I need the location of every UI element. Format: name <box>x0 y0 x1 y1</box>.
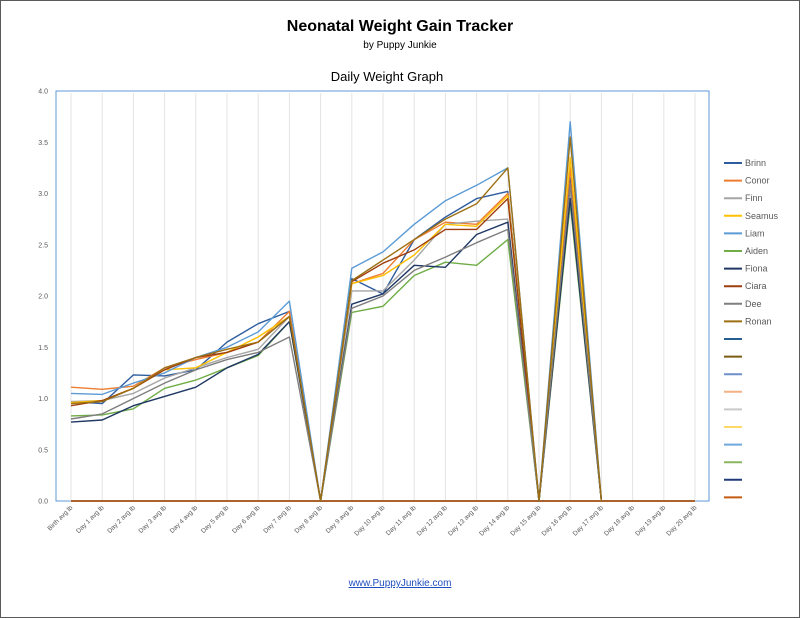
page-title: Neonatal Weight Gain Tracker <box>286 18 514 35</box>
gridlines <box>70 93 696 501</box>
x-tick-label: Day 10 avg lb <box>353 504 386 537</box>
x-tick-label: Day 15 avg lb <box>509 504 542 537</box>
series-line-dee <box>70 182 603 502</box>
x-tick-label: Day 16 avg lb <box>541 504 574 537</box>
legend-label: Aiden <box>745 246 768 256</box>
y-tick-label: 1.0 <box>38 396 48 403</box>
y-tick-label: 3.0 <box>38 191 48 198</box>
legend-label: Ciara <box>745 281 767 291</box>
legend-label: Seamus <box>745 211 779 221</box>
y-tick-label: 2.0 <box>38 294 48 301</box>
y-tick-label: 4.0 <box>38 89 48 96</box>
x-tick-label: Day 17 avg lb <box>572 504 605 537</box>
legend-label: Dee <box>745 299 762 309</box>
y-tick-label: 1.5 <box>38 345 48 352</box>
x-tick-label: Day 5 avg lb <box>200 504 231 535</box>
x-tick-label: Day 3 avg lb <box>138 504 169 535</box>
legend-label: Fiona <box>745 264 768 274</box>
x-tick-label: Day 7 avg lb <box>262 504 293 535</box>
chart-title: Daily Weight Graph <box>331 69 443 84</box>
legend-label: Finn <box>745 193 763 203</box>
x-tick-label: Day 11 avg lb <box>385 504 418 537</box>
x-tick-label: Birth avg lb <box>46 504 74 532</box>
weight-chart: Daily Weight Graph 0.0 0.5 1.0 1.5 2.0 2.5 3.0… <box>38 69 779 538</box>
x-tick-label: Day 1 avg lb <box>75 504 106 535</box>
series-lines <box>70 121 695 502</box>
x-tick-label: Day 19 avg lb <box>634 504 667 537</box>
x-tick-label: Day 12 avg lb <box>416 504 449 537</box>
x-tick-label: Day 20 avg lb <box>665 504 698 537</box>
y-tick-label: 3.5 <box>38 140 48 147</box>
x-tick-label: Day 8 avg lb <box>294 504 325 535</box>
legend-label: Conor <box>745 176 770 186</box>
series-line-ronan <box>70 136 603 502</box>
page-subtitle: by Puppy Junkie <box>363 40 437 51</box>
legend-label: Brinn <box>745 158 766 168</box>
legend-label: Ronan <box>745 316 772 326</box>
y-tick-label: 2.5 <box>38 242 48 249</box>
legend-label: Liam <box>745 228 765 238</box>
x-tick-label: Day 9 avg lb <box>325 504 356 535</box>
legend: Brinn Conor Finn Seamus Liam Aiden Fiona Ciara D… <box>724 158 779 499</box>
x-tick-label: Day 18 avg lb <box>603 504 636 537</box>
x-tick-label: Day 4 avg lb <box>169 504 200 535</box>
x-tick-label: Day 14 avg lb <box>478 504 511 537</box>
x-tick-label: Day 13 avg lb <box>447 504 480 537</box>
footer-website-link[interactable]: www.PuppyJunkie.com <box>348 578 452 589</box>
x-axis: Birth avg lb Day 1 avg lb Day 2 avg lb Day … <box>46 504 698 537</box>
y-tick-label: 0.0 <box>38 499 48 506</box>
y-axis: 0.0 0.5 1.0 1.5 2.0 2.5 3.0 3.5 4.0 <box>38 89 48 506</box>
x-tick-label: Day 2 avg lb <box>106 504 137 535</box>
x-tick-label: Day 6 avg lb <box>231 504 262 535</box>
y-tick-label: 0.5 <box>38 447 48 454</box>
